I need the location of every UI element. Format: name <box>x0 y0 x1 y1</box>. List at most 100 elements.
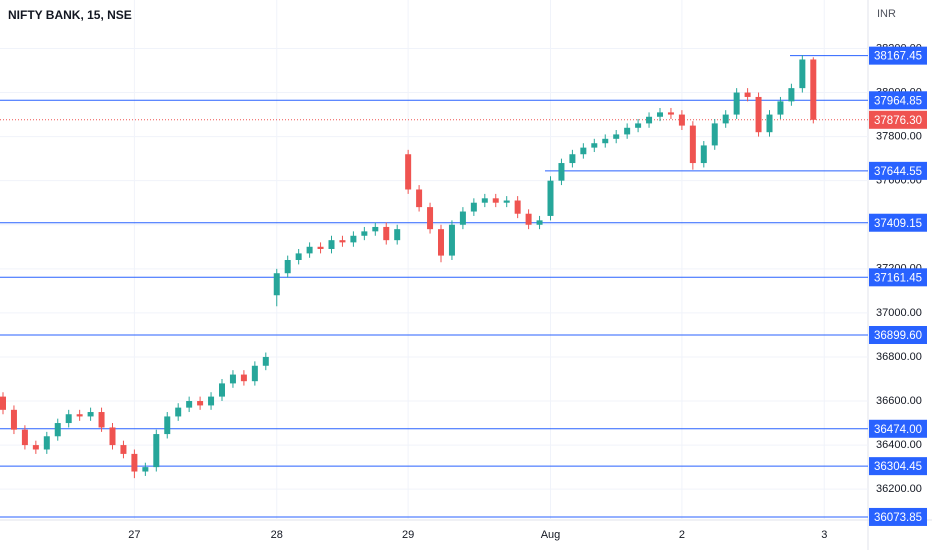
candle-body <box>777 101 784 115</box>
candle-body <box>32 445 39 450</box>
candle-body <box>667 112 674 115</box>
candle-body <box>514 200 521 214</box>
candle-body <box>372 226 379 232</box>
last-price-label: 37876.30 <box>874 115 922 127</box>
candle-body <box>733 92 740 115</box>
x-tick-label: 27 <box>128 529 140 541</box>
level-label: 37161.45 <box>874 272 922 284</box>
candle-body <box>481 198 488 203</box>
candle-body <box>438 229 444 256</box>
candle-body <box>405 154 412 190</box>
candle-body <box>394 229 401 241</box>
y-tick-label: 36200.00 <box>876 483 922 495</box>
candle-body <box>350 235 357 243</box>
level-label: 36304.45 <box>874 461 922 473</box>
level-box <box>869 507 927 526</box>
candle-body <box>810 59 817 120</box>
level-box <box>869 161 927 180</box>
candle-body <box>459 211 466 225</box>
x-tick-label: 29 <box>402 529 414 541</box>
candle-body <box>284 260 291 274</box>
candle-body <box>602 138 609 144</box>
candle-body <box>383 226 390 241</box>
chart-title: NIFTY BANK, 15, NSE <box>8 8 132 22</box>
candle-body <box>646 116 653 124</box>
candle-body <box>580 147 587 155</box>
candle-body <box>295 253 302 260</box>
candle-body <box>76 414 83 417</box>
x-tick-label: 28 <box>271 529 283 541</box>
level-box <box>869 213 927 232</box>
candle-body <box>689 125 696 164</box>
candle-body <box>470 202 477 212</box>
candle-body <box>678 114 685 126</box>
y-tick-label: 37800.00 <box>876 131 922 143</box>
candle-body <box>492 198 499 203</box>
candle-body <box>657 112 663 117</box>
candle-body <box>711 123 718 146</box>
y-tick-label: 36400.00 <box>876 439 922 451</box>
y-tick-label: 37000.00 <box>876 307 922 319</box>
candle-body <box>164 416 171 435</box>
candle-body <box>10 409 17 430</box>
candle-body <box>624 127 631 135</box>
candle-body <box>229 374 236 384</box>
candle-body <box>591 143 598 148</box>
candle-body <box>120 445 127 454</box>
candle-body <box>766 114 773 133</box>
candle-body <box>197 401 204 406</box>
last-price-box <box>869 110 927 129</box>
candle-body <box>744 92 751 97</box>
candle-body <box>317 246 324 249</box>
candle-body <box>700 145 707 164</box>
candle-body <box>109 427 116 446</box>
candle-body <box>569 154 576 164</box>
candle-body <box>153 434 160 468</box>
x-tick-label: 3 <box>821 529 827 541</box>
level-box <box>869 457 927 476</box>
y-tick-label: 36600.00 <box>876 395 922 407</box>
candle-body <box>525 213 532 225</box>
level-box <box>869 268 927 287</box>
level-label: 37964.85 <box>874 95 922 107</box>
level-label: 36073.85 <box>874 512 922 524</box>
candle-body <box>0 396 6 410</box>
candle-body <box>273 273 280 296</box>
candle-body <box>131 453 138 472</box>
currency-label: INR <box>877 8 896 20</box>
level-label: 36899.60 <box>874 330 922 342</box>
candle-body <box>306 246 313 254</box>
candle-body <box>219 383 225 397</box>
y-tick-label: 36800.00 <box>876 351 922 363</box>
candle-body <box>240 374 247 382</box>
candle-body <box>339 240 346 243</box>
candle-body <box>54 423 61 437</box>
candle-body <box>613 134 620 139</box>
candle-body <box>262 356 269 366</box>
candle-body <box>536 220 543 225</box>
candle-body <box>755 96 762 133</box>
candle-body <box>558 163 565 181</box>
candle-body <box>208 396 215 406</box>
candle-body <box>416 189 423 208</box>
level-box <box>869 46 927 65</box>
candle-body <box>98 412 105 428</box>
candle-body <box>547 180 554 216</box>
candle-body <box>799 59 806 89</box>
level-box <box>869 419 927 438</box>
candle-body <box>503 200 510 203</box>
level-label: 38167.45 <box>874 51 922 63</box>
level-label: 37644.55 <box>874 166 922 178</box>
candle-body <box>65 414 72 424</box>
candle-body <box>43 436 50 450</box>
candle-body <box>788 88 795 102</box>
candle-body <box>427 207 434 230</box>
candle-body <box>251 365 258 382</box>
candle-body <box>635 123 642 128</box>
candle-body <box>361 231 368 236</box>
candle-body <box>186 401 193 408</box>
candle-body <box>722 114 729 124</box>
candle-body <box>328 240 335 249</box>
candle-body <box>448 224 455 256</box>
